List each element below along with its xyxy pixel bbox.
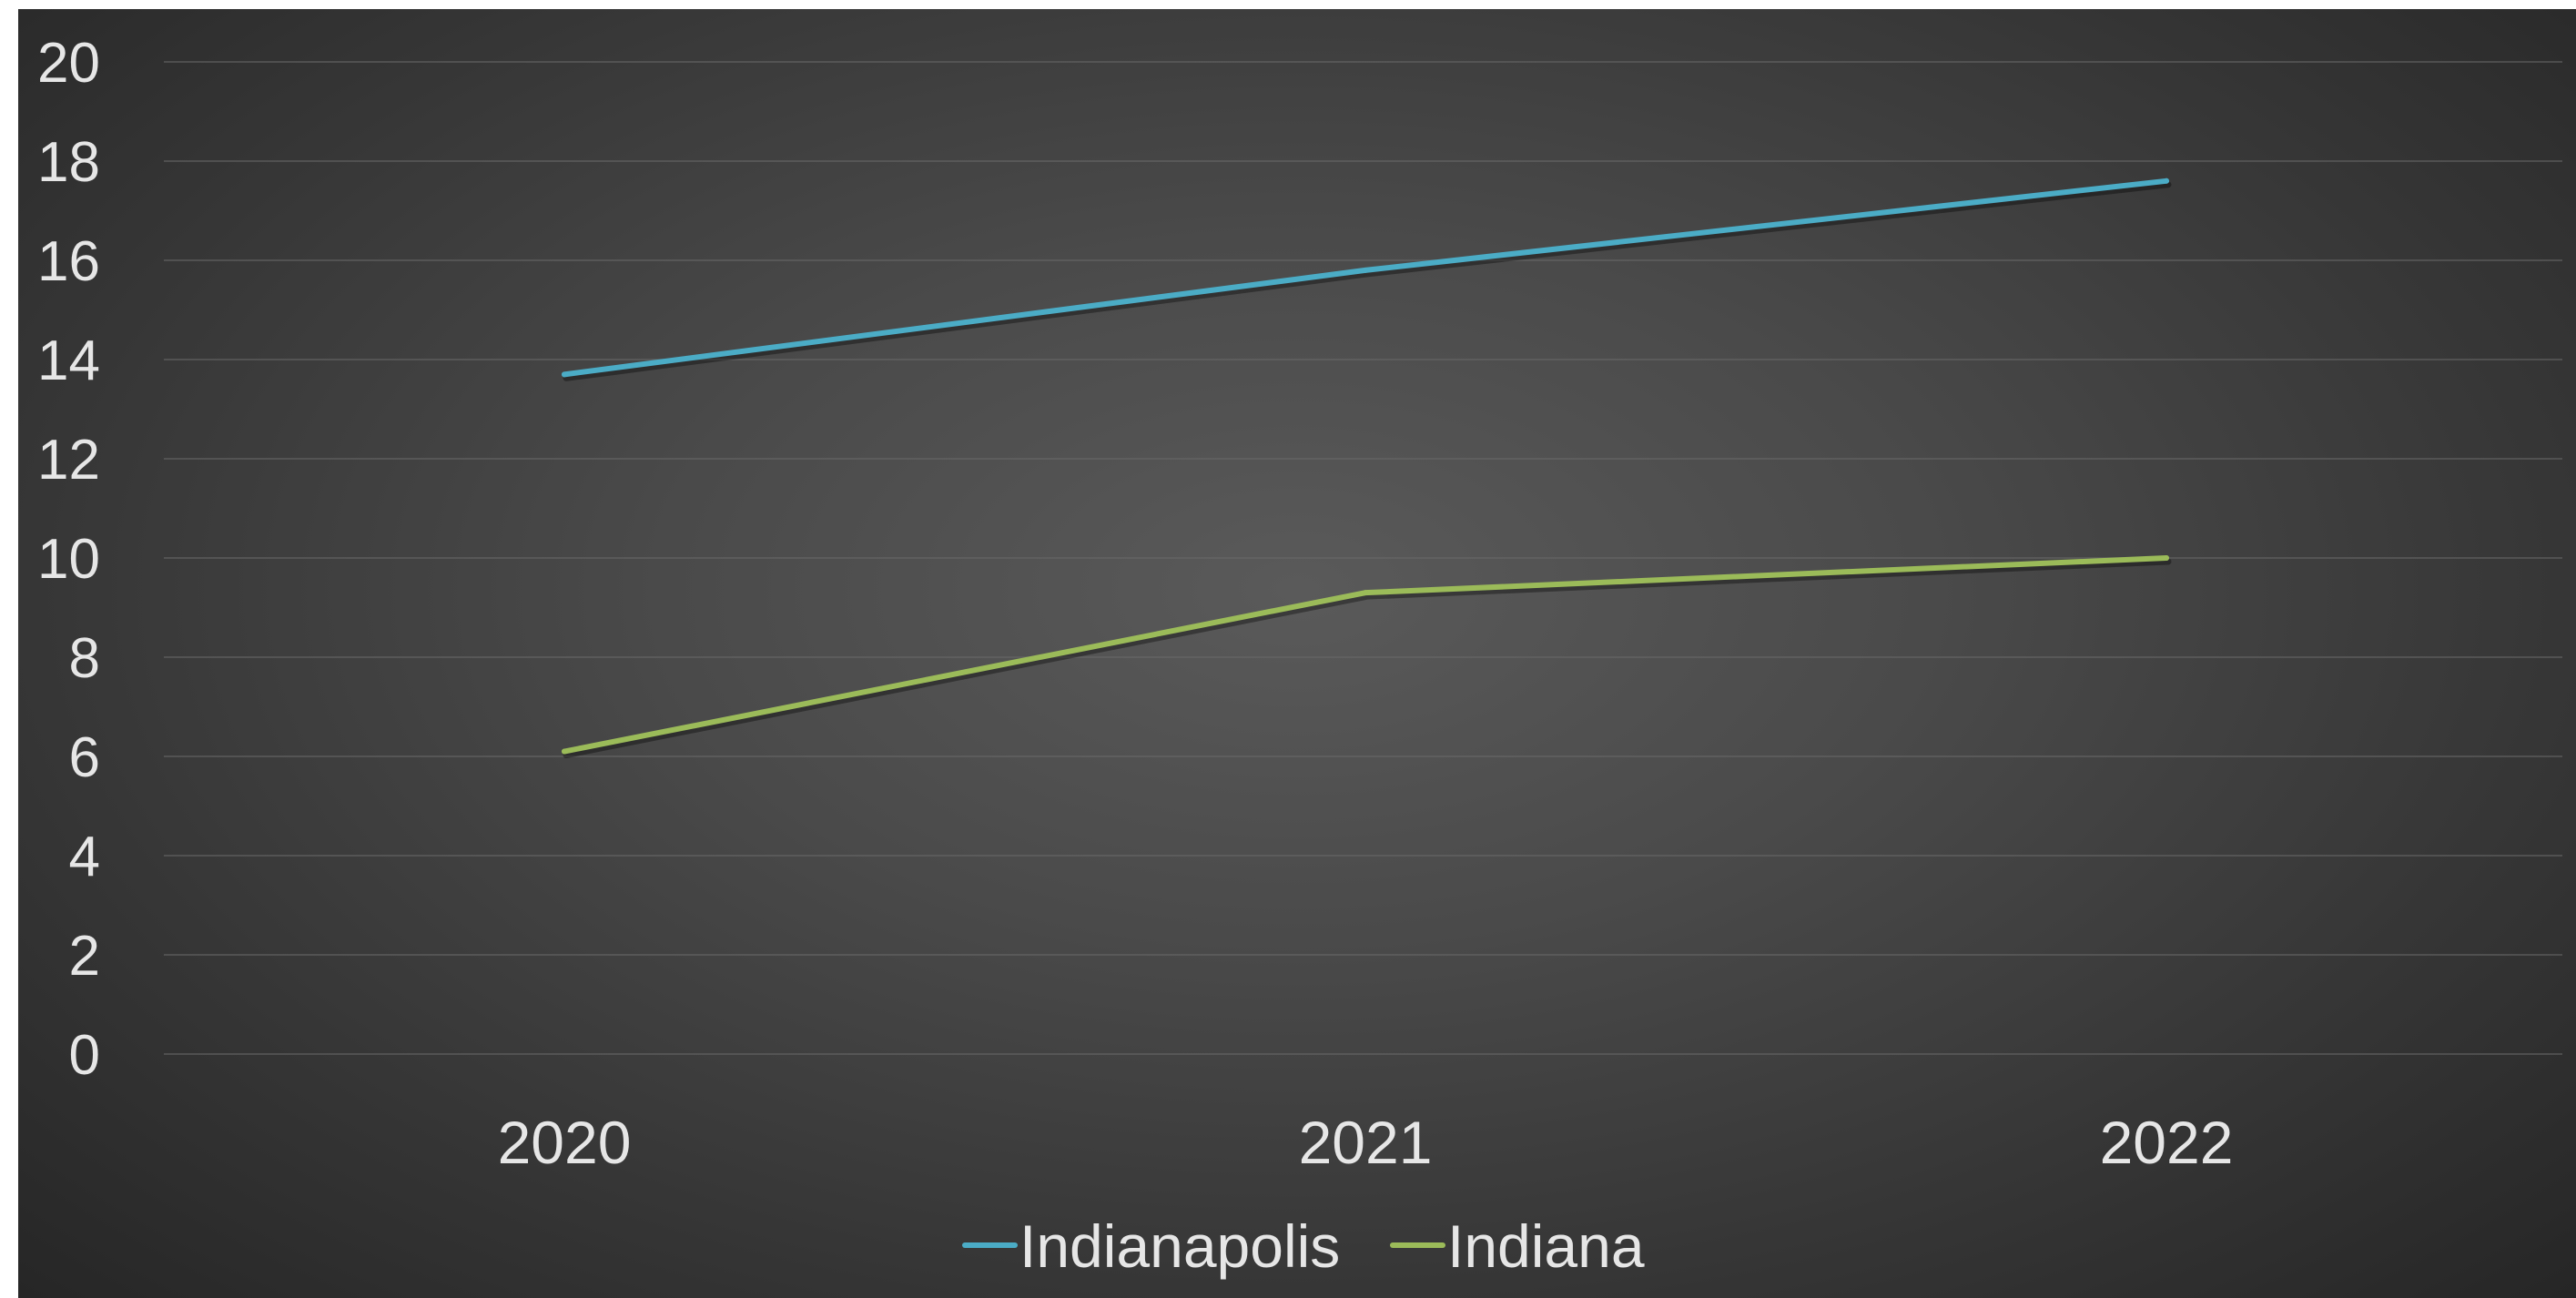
y-tick-label: 2 [69,925,100,988]
legend-label-indiana: Indiana [1447,1212,1645,1280]
y-tick-label: 6 [69,726,100,789]
data-point [2164,555,2169,561]
y-tick-label: 0 [69,1024,100,1087]
legend: Indianapolis Indiana [962,1212,1645,1280]
series-line-indianapolis [562,177,2169,378]
y-tick-label: 10 [37,528,100,591]
y-tick-label: 20 [37,32,100,95]
x-tick-label: 2022 [2100,1109,2234,1176]
x-tick-label: 2021 [1299,1109,1433,1176]
data-point [562,371,567,378]
data-point [1363,267,1368,273]
y-tick-label: 18 [37,131,100,194]
chart-background [18,9,2576,1298]
x-tick-label: 2020 [498,1109,632,1176]
series-shadow [563,558,2172,759]
x-axis-ticks: 2020 2021 2022 [498,1109,2234,1176]
y-tick-label: 16 [37,230,100,293]
y-tick-label: 4 [69,826,100,888]
gridlines [164,61,2562,1055]
y-tick-label: 8 [69,627,100,690]
y-tick-label: 14 [37,330,100,392]
y-tick-label: 12 [37,429,100,492]
data-point [562,748,567,755]
legend-label-indianapolis: Indianapolis [1019,1212,1340,1280]
series-shadow [563,181,2172,381]
series-lines [562,177,2172,759]
data-point [1363,590,1368,596]
data-point [2164,177,2169,184]
series-line-indiana [562,555,2169,755]
y-axis-ticks: 0 2 4 6 8 10 12 14 16 18 20 [37,32,100,1087]
